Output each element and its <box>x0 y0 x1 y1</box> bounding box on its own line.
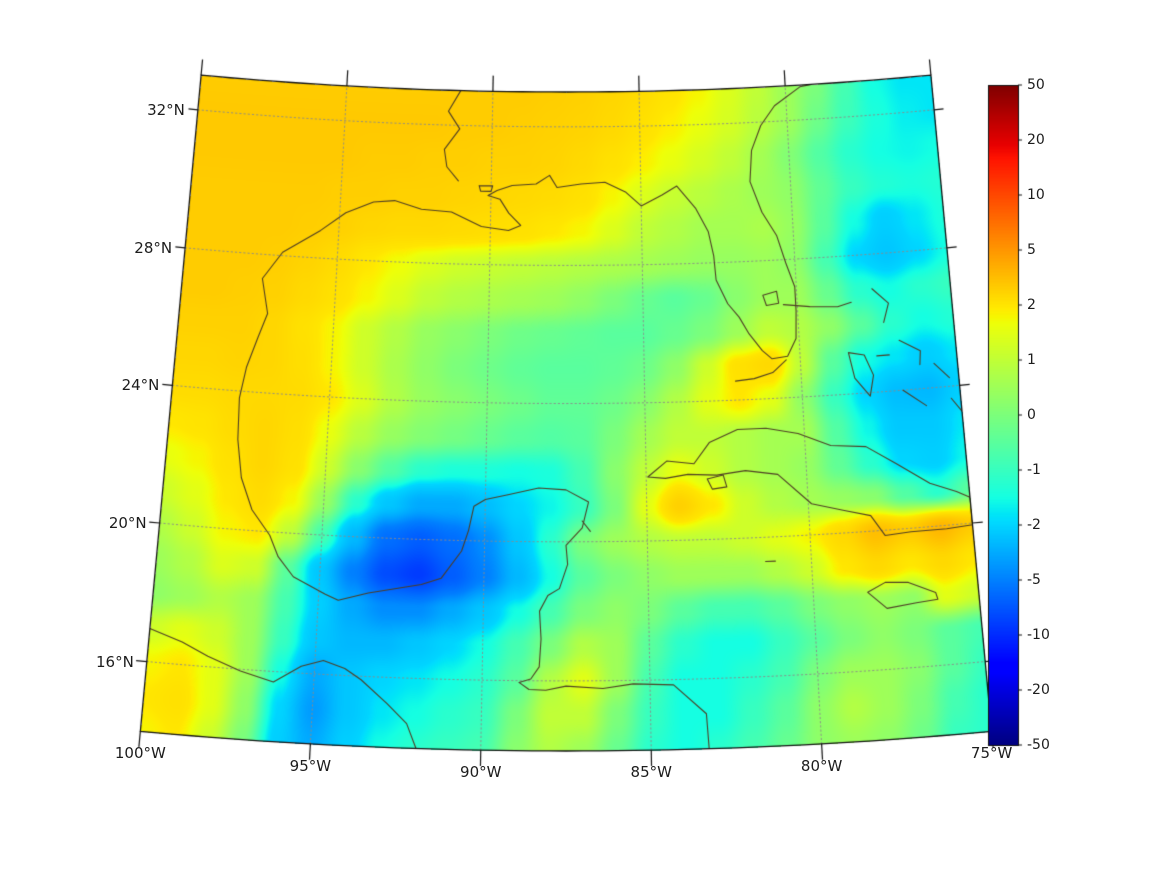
colorbar-tick-label: 2 <box>1027 297 1036 313</box>
lat-tick-label: 24°N <box>121 376 160 395</box>
colorbar-tick-label: 5 <box>1027 242 1036 258</box>
lon-tick-label: 75°W <box>970 744 1013 763</box>
colorbar-tick-label: -1 <box>1027 462 1041 478</box>
colorbar-tick-label: 1 <box>1027 352 1036 368</box>
lon-tick-label: 95°W <box>289 756 332 775</box>
colorbar-tick-label: 10 <box>1027 187 1045 203</box>
lat-tick-label: 28°N <box>134 238 173 257</box>
lon-tick-label: 100°W <box>114 744 166 763</box>
colorbar-tick-label: 50 <box>1027 77 1045 93</box>
colorbar-tick-label: -2 <box>1027 517 1041 533</box>
colorbar-tick-label: -5 <box>1027 572 1041 588</box>
colorbar-tick-label: -20 <box>1027 682 1050 698</box>
lat-tick-label: 16°N <box>95 652 134 671</box>
colorbar-tick-label: -10 <box>1027 627 1050 643</box>
lon-tick-label: 80°W <box>800 756 843 775</box>
lat-tick-label: 32°N <box>147 100 185 119</box>
lon-tick-label: 90°W <box>460 763 502 782</box>
colorbar-tick-label: 20 <box>1027 132 1045 148</box>
colorbar-tick-label: -50 <box>1027 737 1050 753</box>
lat-tick-label: 20°N <box>108 514 147 533</box>
colorbar-tick-label: 0 <box>1027 407 1036 423</box>
lon-tick-label: 85°W <box>630 763 672 782</box>
